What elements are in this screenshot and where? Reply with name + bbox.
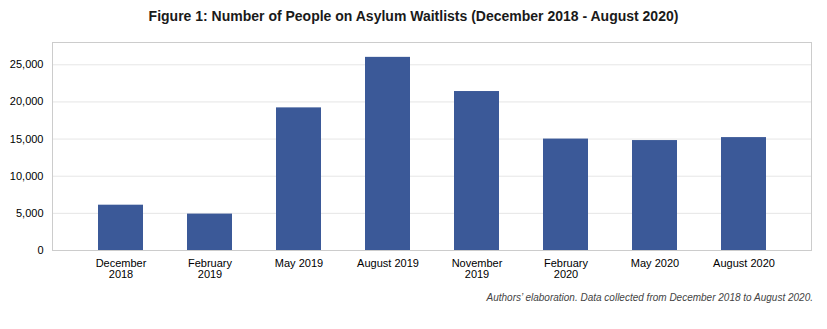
- svg-text:August 2020: August 2020: [713, 257, 775, 269]
- html-text:Authors’ elaboration. Data col: Authors’ elaboration. Data collected fro…: [486, 292, 813, 303]
- html-text:Figure 1: Number of People on: Figure 1: Number of People on Asylum Wai…: [148, 8, 679, 24]
- svg-text:November2019: November2019: [452, 257, 503, 280]
- svg-text:5,000: 5,000: [16, 207, 44, 219]
- svg-text:May 2019: May 2019: [275, 257, 323, 269]
- svg-text:February2019: February2019: [188, 257, 233, 280]
- svg-text:10,000: 10,000: [10, 170, 44, 182]
- svg-text:0: 0: [37, 244, 43, 256]
- svg-text:25,000: 25,000: [10, 58, 44, 70]
- svg-text:May 2020: May 2020: [631, 257, 679, 269]
- svg-text:December2018: December2018: [96, 257, 147, 280]
- svg-text:15,000: 15,000: [10, 133, 44, 145]
- svg-text:February2020: February2020: [544, 257, 589, 280]
- svg-text:August 2019: August 2019: [357, 257, 419, 269]
- svg-text:20,000: 20,000: [10, 95, 44, 107]
